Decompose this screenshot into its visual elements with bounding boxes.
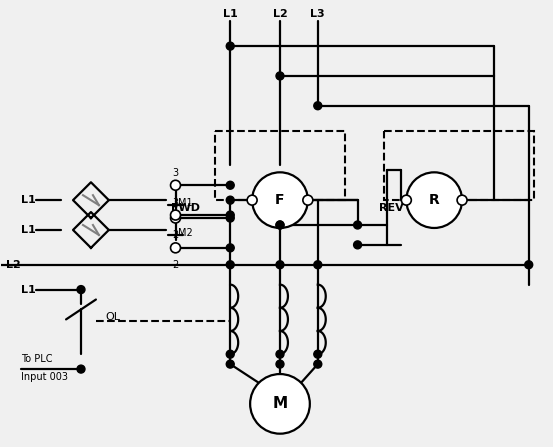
Circle shape <box>353 241 362 249</box>
Circle shape <box>226 244 234 252</box>
Text: FWD: FWD <box>171 203 200 213</box>
Circle shape <box>226 350 234 358</box>
Circle shape <box>226 360 234 368</box>
Text: L3: L3 <box>310 9 325 19</box>
Circle shape <box>276 261 284 269</box>
Circle shape <box>406 173 462 228</box>
Circle shape <box>226 211 234 219</box>
Text: L1: L1 <box>21 195 36 205</box>
Circle shape <box>226 196 234 204</box>
Circle shape <box>252 173 308 228</box>
Text: 2: 2 <box>173 260 179 270</box>
Text: 3: 3 <box>173 168 179 178</box>
Text: Input 003: Input 003 <box>21 372 68 382</box>
Text: L1: L1 <box>21 225 36 235</box>
Circle shape <box>401 195 411 205</box>
Text: M2: M2 <box>179 228 193 238</box>
Text: L2: L2 <box>273 9 288 19</box>
Circle shape <box>276 360 284 368</box>
Text: REV: REV <box>379 203 404 213</box>
Circle shape <box>276 221 284 229</box>
Bar <box>215 131 345 200</box>
Circle shape <box>226 214 234 222</box>
Circle shape <box>314 350 322 358</box>
Circle shape <box>525 261 533 269</box>
Circle shape <box>276 221 284 229</box>
Circle shape <box>314 360 322 368</box>
Circle shape <box>170 180 180 190</box>
Circle shape <box>276 350 284 358</box>
Bar <box>384 131 534 200</box>
Circle shape <box>226 42 234 50</box>
Circle shape <box>314 102 322 110</box>
Text: L1: L1 <box>21 285 36 295</box>
Circle shape <box>77 286 85 294</box>
Circle shape <box>314 261 322 269</box>
Circle shape <box>170 243 180 253</box>
Text: OL: OL <box>106 312 121 322</box>
Text: 2: 2 <box>173 230 179 240</box>
Circle shape <box>303 195 313 205</box>
Circle shape <box>457 195 467 205</box>
Circle shape <box>353 221 362 229</box>
Text: 3: 3 <box>173 198 179 208</box>
Text: L2: L2 <box>7 260 21 270</box>
Circle shape <box>77 365 85 373</box>
Circle shape <box>170 213 180 223</box>
Text: To PLC: To PLC <box>21 354 53 364</box>
Text: M1: M1 <box>179 198 193 208</box>
Text: M: M <box>273 396 288 411</box>
Text: R: R <box>429 193 440 207</box>
Circle shape <box>247 195 257 205</box>
Circle shape <box>226 261 234 269</box>
Circle shape <box>276 72 284 80</box>
Circle shape <box>250 374 310 434</box>
Text: L1: L1 <box>223 9 238 19</box>
Text: F: F <box>275 193 285 207</box>
Circle shape <box>226 181 234 189</box>
Circle shape <box>170 210 180 220</box>
